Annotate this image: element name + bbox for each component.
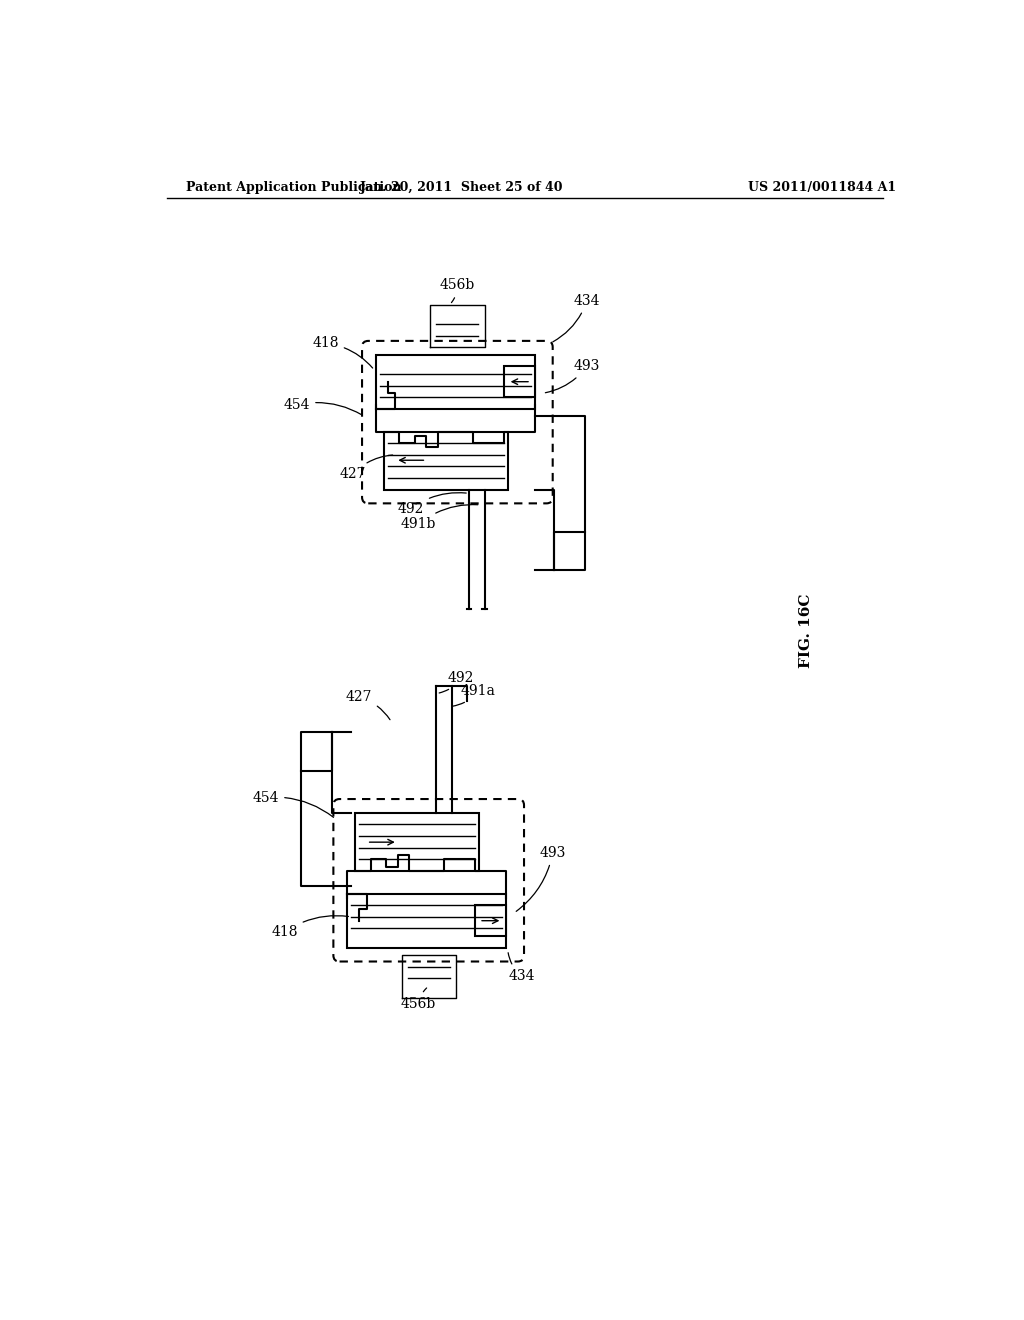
- Text: 492: 492: [439, 671, 474, 693]
- Text: 454: 454: [253, 791, 334, 817]
- Text: 427: 427: [340, 455, 392, 480]
- Text: 418: 418: [271, 916, 348, 940]
- Bar: [355, 813, 479, 871]
- Bar: [376, 355, 535, 409]
- Text: 493: 493: [516, 846, 566, 911]
- Bar: [504, 367, 535, 397]
- Text: 492: 492: [397, 492, 466, 516]
- Text: Jan. 20, 2011  Sheet 25 of 40: Jan. 20, 2011 Sheet 25 of 40: [359, 181, 563, 194]
- Text: 456b: 456b: [439, 279, 475, 302]
- Text: 493: 493: [546, 359, 600, 393]
- Text: 491a: 491a: [453, 684, 496, 706]
- Text: FIG. 16C: FIG. 16C: [799, 593, 813, 668]
- Text: 434: 434: [553, 294, 600, 342]
- Text: 418: 418: [312, 337, 373, 368]
- Text: 427: 427: [346, 690, 390, 719]
- Bar: [384, 432, 508, 490]
- Text: 491b: 491b: [401, 504, 478, 531]
- Bar: [347, 894, 506, 948]
- Text: Patent Application Publication: Patent Application Publication: [186, 181, 401, 194]
- Text: 434: 434: [508, 953, 535, 983]
- Text: 454: 454: [284, 397, 362, 414]
- Text: US 2011/0011844 A1: US 2011/0011844 A1: [748, 181, 896, 194]
- Text: 456b: 456b: [401, 987, 436, 1011]
- Bar: [475, 906, 506, 936]
